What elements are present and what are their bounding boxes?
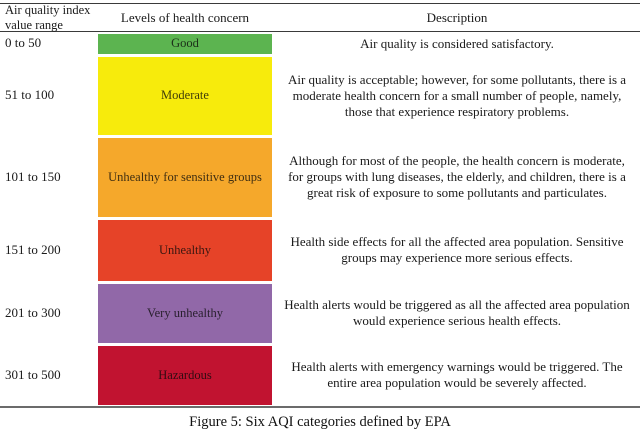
health-level-label: Very unhealthy: [146, 305, 224, 320]
aqi-range-value: 0 to 50: [5, 35, 42, 51]
health-level-bar: Very unhealthy: [98, 283, 272, 343]
table-row: 51 to 100 Moderate Air quality is accept…: [0, 55, 640, 136]
health-level-bar: Good: [98, 33, 272, 54]
header-aqi-range: Air quality index value range: [5, 3, 91, 32]
aqi-range-value: 101 to 150: [5, 168, 61, 184]
table-body: 0 to 50 Good Air quality is considered s…: [0, 32, 640, 408]
health-level-bar: Hazardous: [98, 345, 272, 405]
level-bar-cell: Unhealthy: [96, 218, 274, 282]
table-row: 301 to 500 Hazardous Health alerts with …: [0, 344, 640, 406]
health-level-label: Unhealthy: [158, 242, 212, 257]
table-row: 0 to 50 Good Air quality is considered s…: [0, 32, 640, 55]
aqi-range-value: 51 to 100: [5, 87, 55, 103]
aqi-range-value: 301 to 500: [5, 366, 61, 382]
description-text: Air quality is acceptable; however, for …: [287, 71, 627, 119]
health-level-bar: Moderate: [98, 56, 272, 135]
table-row: 201 to 300 Very unhealthy Health alerts …: [0, 282, 640, 344]
description-text: Air quality is considered satisfactory.: [360, 35, 554, 51]
description-text: Health alerts with emergency warnings wo…: [291, 359, 623, 390]
health-level-label: Moderate: [161, 88, 209, 102]
header-description: Description: [426, 9, 488, 25]
description-text: Although for most of the people, the hea…: [288, 153, 626, 200]
level-bar-cell: Unhealthy for sensitive groups: [96, 136, 274, 218]
aqi-table: Air quality index value range Levels of …: [0, 3, 640, 408]
table-row: 151 to 200 Unhealthy Health side effects…: [0, 218, 640, 282]
aqi-range-value: 201 to 300: [5, 304, 61, 320]
table-header-row: Air quality index value range Levels of …: [0, 3, 640, 32]
health-level-label: Unhealthy for sensitive groups: [108, 169, 262, 184]
health-level-label: Hazardous: [158, 367, 212, 382]
description-text: Health alerts would be triggered as all …: [284, 297, 630, 328]
level-bar-cell: Very unhealthy: [96, 282, 274, 344]
figure-caption: Figure 5: Six AQI categories defined by …: [189, 414, 451, 430]
header-health-concern: Levels of health concern: [120, 9, 250, 25]
level-bar-cell: Hazardous: [96, 344, 274, 406]
description-text: Health side effects for all the affected…: [290, 234, 624, 265]
health-level-label: Good: [171, 36, 199, 50]
health-level-bar: Unhealthy for sensitive groups: [98, 137, 272, 217]
aqi-range-value: 151 to 200: [5, 241, 61, 257]
level-bar-cell: Good: [96, 32, 274, 55]
table-row: 101 to 150 Unhealthy for sensitive group…: [0, 136, 640, 218]
health-level-bar: Unhealthy: [98, 219, 272, 281]
level-bar-cell: Moderate: [96, 55, 274, 136]
